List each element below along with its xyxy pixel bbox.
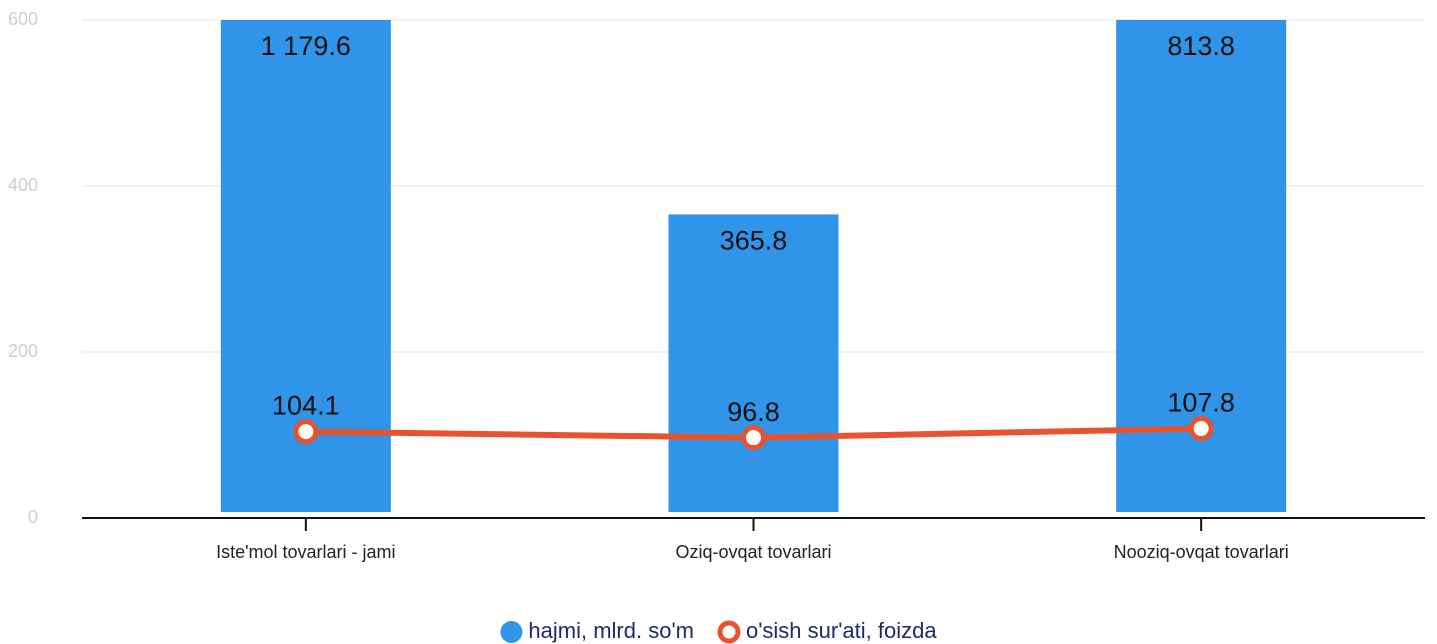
line-point bbox=[293, 419, 319, 445]
bar-value-label: 1 179.6 bbox=[261, 31, 351, 61]
line-value-label: 104.1 bbox=[272, 391, 340, 421]
x-tick-label: Iste'mol tovarlari - jami bbox=[216, 542, 395, 562]
line-point bbox=[1188, 416, 1214, 442]
line-value-label: 107.8 bbox=[1167, 388, 1235, 418]
line-value-label: 96.8 bbox=[727, 397, 780, 427]
legend-label: o'sish sur'ati, foizda bbox=[746, 618, 937, 643]
y-tick-label: 200 bbox=[8, 341, 38, 361]
legend-label: hajmi, mlrd. so'm bbox=[528, 618, 694, 643]
legend-marker bbox=[500, 621, 523, 643]
bar-value-label: 365.8 bbox=[720, 226, 788, 256]
line-point bbox=[741, 425, 766, 451]
bar-value-label: 813.8 bbox=[1167, 31, 1235, 61]
overlay: Iste'mol tovarlari - jami Oziq-ovqat tova… bbox=[82, 31, 1425, 644]
x-tick-label: Nooziq-ovqat tovarlari bbox=[1114, 542, 1289, 562]
y-tick-label: 600 bbox=[8, 9, 38, 29]
x-tick-label: Oziq-ovqat tovarlari bbox=[675, 542, 831, 562]
y-tick-label: 400 bbox=[8, 175, 38, 195]
y-tick-label: 0 bbox=[28, 507, 38, 527]
legend: hajmi, mlrd. so'm o'sish sur'ati, foizda bbox=[500, 618, 937, 644]
legend-marker bbox=[717, 620, 741, 644]
bar bbox=[668, 214, 839, 513]
